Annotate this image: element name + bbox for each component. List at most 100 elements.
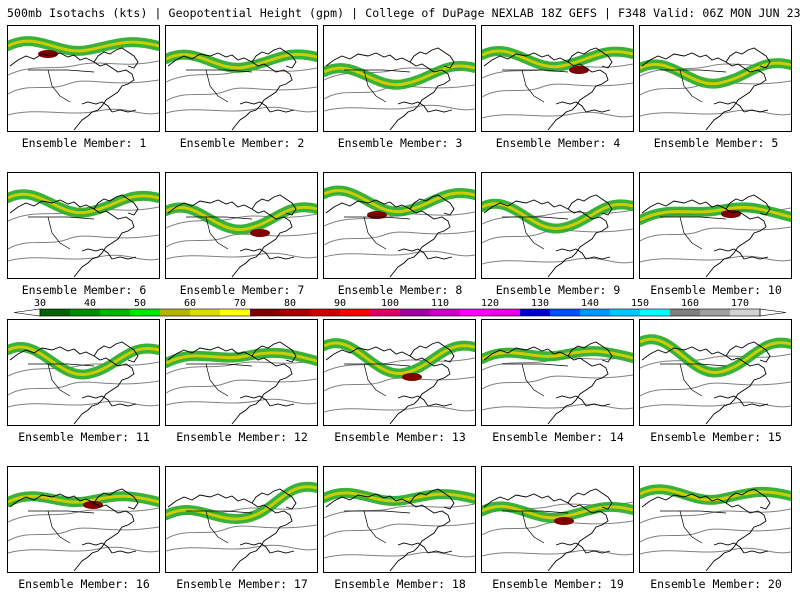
ensemble-member-1-map bbox=[7, 25, 160, 132]
coastline bbox=[409, 341, 455, 363]
coastline bbox=[585, 550, 611, 554]
height-contour bbox=[640, 401, 791, 409]
height-contour bbox=[166, 252, 317, 260]
colorbar-swatch bbox=[40, 309, 71, 316]
isotach-core bbox=[640, 487, 791, 502]
coastline bbox=[555, 395, 587, 407]
coastline bbox=[713, 542, 745, 554]
height-contour bbox=[482, 257, 633, 265]
isotach-max bbox=[250, 229, 270, 237]
height-contour bbox=[482, 374, 633, 390]
coastline bbox=[269, 403, 295, 407]
member-16-map-graphic bbox=[8, 488, 159, 572]
member-9-caption: Ensemble Member: 9 bbox=[495, 283, 621, 297]
coastline bbox=[725, 488, 771, 510]
colorbar-left-arrow bbox=[13, 308, 41, 317]
ensemble-member-3-map bbox=[323, 25, 476, 132]
height-contour bbox=[8, 380, 159, 396]
member-5-caption: Ensemble Member: 5 bbox=[653, 136, 779, 150]
isotach-max bbox=[569, 66, 589, 74]
member-14-caption: Ensemble Member: 14 bbox=[492, 430, 624, 444]
colorbar-swatch bbox=[400, 309, 431, 316]
member-1-map-graphic bbox=[8, 36, 159, 131]
colorbar-tick-label: 110 bbox=[431, 298, 449, 309]
colorbar-swatch bbox=[130, 309, 161, 316]
height-contour bbox=[8, 507, 159, 523]
height-contour bbox=[324, 230, 475, 246]
isotach-colorbar: 30 40 50 60 70 80 90 100 110 120 130 140 150 160 170 bbox=[13, 298, 787, 317]
coastline bbox=[397, 542, 429, 554]
ensemble-member-8-map bbox=[323, 172, 476, 279]
coastline bbox=[585, 403, 611, 407]
member-6-caption: Ensemble Member: 6 bbox=[21, 283, 147, 297]
coastline bbox=[81, 542, 113, 554]
political-border bbox=[28, 69, 95, 103]
member-2-caption: Ensemble Member: 2 bbox=[179, 136, 305, 150]
height-contour bbox=[482, 549, 633, 557]
member-17-caption: Ensemble Member: 17 bbox=[176, 577, 308, 591]
height-contour bbox=[324, 405, 475, 413]
coastline bbox=[641, 52, 767, 131]
height-contour bbox=[8, 400, 159, 408]
colorbar-tick-label: 140 bbox=[581, 298, 599, 309]
coastline bbox=[567, 341, 613, 363]
height-contour bbox=[640, 381, 791, 397]
coastline bbox=[167, 199, 293, 278]
map-header-title: 500mb Isotachs (kts) | Geopotential Heig… bbox=[7, 6, 800, 20]
height-contour bbox=[640, 226, 791, 242]
height-contour bbox=[166, 359, 317, 375]
political-border bbox=[660, 510, 727, 544]
height-contour bbox=[640, 527, 791, 543]
ensemble-member-20-map bbox=[639, 466, 792, 573]
isotach-core bbox=[640, 205, 791, 222]
isotach-core bbox=[8, 39, 159, 53]
coastline bbox=[269, 550, 295, 554]
political-border bbox=[344, 216, 411, 250]
coastline bbox=[251, 47, 297, 69]
ensemble-member-5-map bbox=[639, 25, 792, 132]
member-13-map-graphic bbox=[324, 338, 475, 425]
coastline bbox=[483, 199, 609, 278]
coastline bbox=[483, 346, 609, 425]
political-border bbox=[186, 216, 253, 250]
height-contour bbox=[8, 254, 159, 262]
height-contour bbox=[8, 526, 159, 542]
isotach-core bbox=[166, 485, 317, 521]
colorbar-swatch bbox=[280, 309, 311, 316]
colorbar-swatch bbox=[340, 309, 371, 316]
colorbar-tick-label: 120 bbox=[481, 298, 499, 309]
colorbar-swatch bbox=[100, 309, 131, 316]
coastline bbox=[81, 395, 113, 407]
coastline bbox=[743, 109, 769, 113]
height-contour bbox=[166, 378, 317, 394]
member-2-map-graphic bbox=[166, 47, 317, 131]
member-20-map-graphic bbox=[640, 484, 791, 572]
coastline bbox=[427, 403, 453, 407]
member-3-caption: Ensemble Member: 3 bbox=[337, 136, 463, 150]
coastline bbox=[555, 248, 587, 260]
member-20-caption: Ensemble Member: 20 bbox=[650, 577, 782, 591]
colorbar-swatch bbox=[640, 309, 671, 316]
political-border bbox=[186, 363, 253, 397]
ensemble-member-10-map bbox=[639, 172, 792, 279]
member-9-map-graphic bbox=[482, 194, 633, 278]
coastline bbox=[397, 101, 429, 113]
isotach-max bbox=[38, 50, 58, 58]
isotach-core bbox=[482, 504, 633, 520]
coastline bbox=[567, 47, 613, 69]
coastline bbox=[9, 493, 135, 572]
member-18-map-graphic bbox=[324, 487, 475, 572]
isotach-max bbox=[367, 211, 387, 219]
colorbar-swatch bbox=[310, 309, 341, 316]
coastline bbox=[9, 52, 135, 131]
coastline bbox=[725, 194, 771, 216]
coastline bbox=[713, 101, 745, 113]
member-4-map-graphic bbox=[482, 45, 633, 131]
coastline bbox=[641, 346, 767, 425]
member-5-map-graphic bbox=[640, 47, 791, 131]
coastline bbox=[239, 248, 271, 260]
colorbar-tick-label: 30 bbox=[34, 298, 46, 309]
height-contour bbox=[324, 84, 475, 100]
height-contour bbox=[482, 228, 633, 244]
height-contour bbox=[640, 255, 791, 263]
